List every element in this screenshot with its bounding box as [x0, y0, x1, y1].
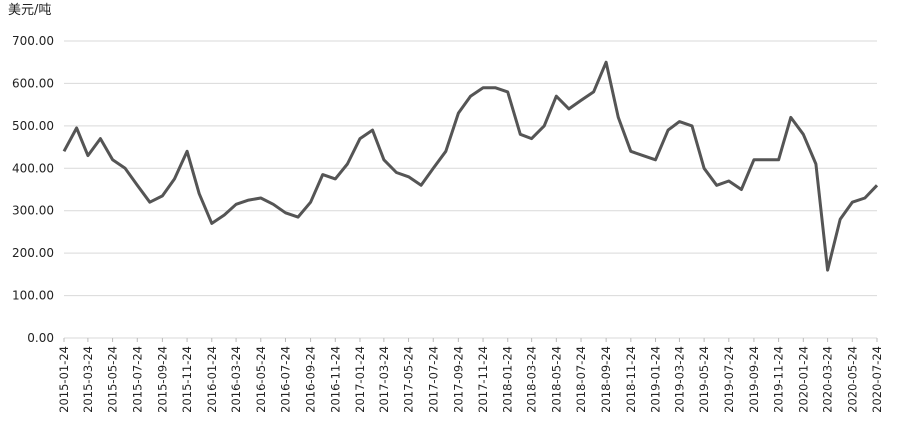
x-tick-label: 2017-07-24 [426, 346, 440, 413]
y-tick-label: 0.00 [27, 331, 54, 345]
x-tick-label: 2019-09-24 [747, 346, 761, 413]
y-tick-label: 100.00 [12, 289, 54, 303]
x-tick-label: 2015-01-24 [57, 346, 71, 413]
x-tick-label: 2018-03-24 [525, 346, 539, 413]
x-tick-label: 2016-09-24 [304, 346, 318, 413]
x-tick-label: 2019-05-24 [697, 346, 711, 413]
x-tick-label: 2020-07-24 [870, 346, 884, 413]
y-tick-label: 300.00 [12, 204, 54, 218]
x-tick-label: 2017-11-24 [476, 346, 490, 413]
y-tick-label: 200.00 [12, 246, 54, 260]
x-tick-label: 2015-07-24 [130, 346, 144, 413]
x-tick-label: 2015-11-24 [180, 346, 194, 413]
x-tick-label: 2019-07-24 [722, 346, 736, 413]
x-tick-label: 2019-11-24 [772, 346, 786, 413]
x-tick-label: 2016-11-24 [328, 346, 342, 413]
x-tick-label: 2019-03-24 [672, 346, 686, 413]
x-tick-label: 2018-07-24 [574, 346, 588, 413]
x-tick-label: 2017-05-24 [402, 346, 416, 413]
x-tick-label: 2020-01-24 [796, 346, 810, 413]
x-tick-label: 2017-01-24 [353, 346, 367, 413]
line-series [62, 60, 879, 272]
y-tick-label: 600.00 [12, 76, 54, 90]
y-tick-label: 500.00 [12, 119, 54, 133]
y-axis-label: 美元/吨 [8, 3, 51, 18]
x-tick-label: 2020-03-24 [821, 346, 835, 413]
x-tick-label: 2019-01-24 [649, 346, 663, 413]
x-tick-label: 2015-09-24 [155, 346, 169, 413]
x-tick-label: 2015-05-24 [106, 346, 120, 413]
x-tick-label: 2018-01-24 [501, 346, 515, 413]
x-tick-label: 2015-03-24 [81, 346, 95, 413]
y-tick-label: 400.00 [12, 161, 54, 175]
x-tick-label: 2018-05-24 [549, 346, 563, 413]
x-tick-label: 2016-01-24 [205, 346, 219, 413]
x-tick-label: 2016-03-24 [229, 346, 243, 413]
x-tick-label: 2018-09-24 [599, 346, 613, 413]
x-tick-label: 2018-11-24 [624, 346, 638, 413]
x-tick-label: 2017-03-24 [377, 346, 391, 413]
x-tick-label: 2020-05-24 [845, 346, 859, 413]
x-tick-label: 2016-05-24 [254, 346, 268, 413]
y-tick-label: 700.00 [12, 34, 54, 48]
x-tick-label: 2016-07-24 [278, 346, 292, 413]
x-tick-label: 2017-09-24 [451, 346, 465, 413]
